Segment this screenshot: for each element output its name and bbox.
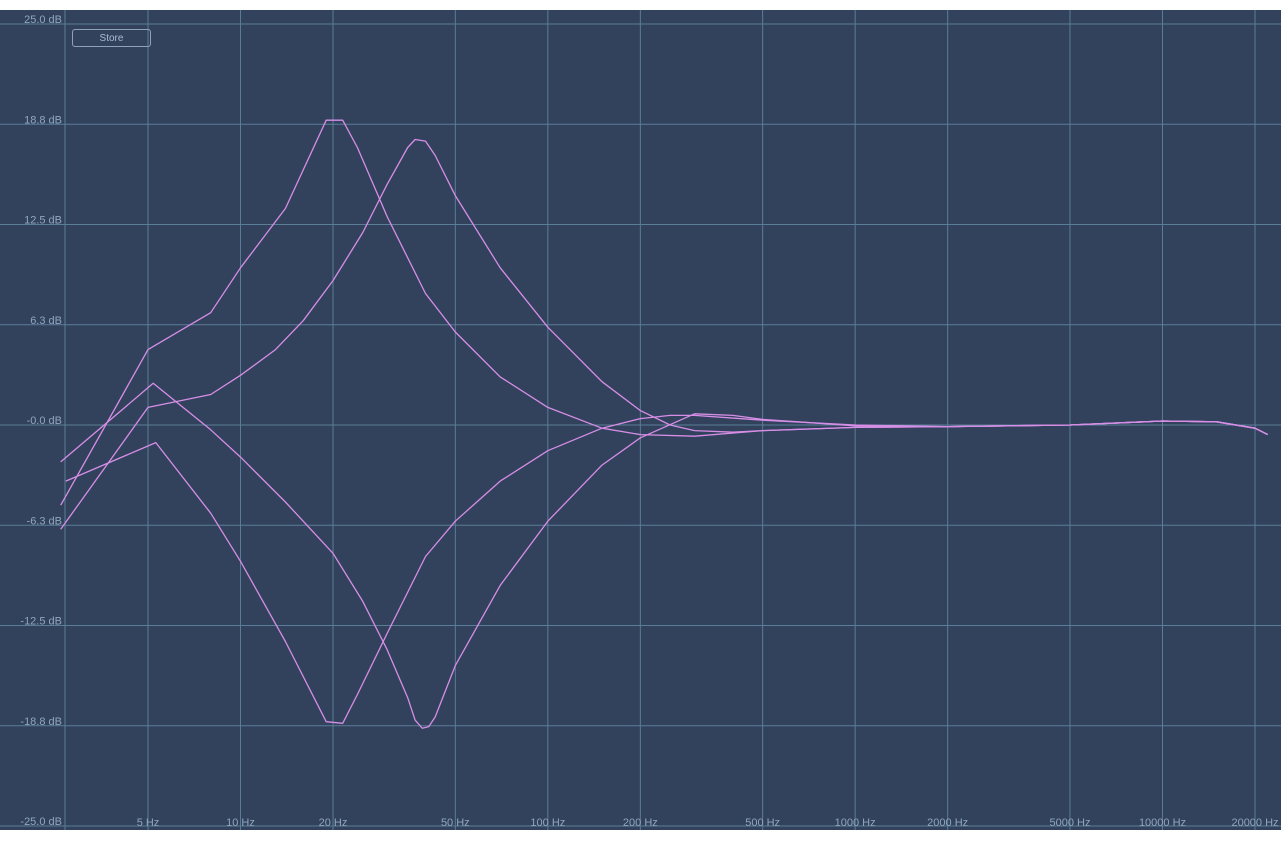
y-tick-label: 18.8 dB xyxy=(24,114,62,126)
x-tick-labels: 5 Hz 10 Hz 20 Hz 50 Hz 100 Hz 200 Hz 500 Hz 100… xyxy=(137,817,1279,829)
y-tick-label: -0.0 dB xyxy=(27,415,62,427)
x-tick-label: 2000 Hz xyxy=(927,817,968,829)
y-tick-label: 6.3 dB xyxy=(30,315,62,327)
y-tick-label: -18.8 dB xyxy=(20,716,62,728)
response-curve-1 xyxy=(60,119,1268,506)
x-tick-label: 1000 Hz xyxy=(835,817,876,829)
x-tick-label: 10 Hz xyxy=(226,817,255,829)
eq-response-chart: 25.0 dB 18.8 dB 12.5 dB 6.3 dB -0.0 dB -6.3 d… xyxy=(0,10,1281,830)
x-tick-label: 200 Hz xyxy=(623,817,658,829)
store-button[interactable]: Store xyxy=(72,29,151,47)
y-tick-label: 25.0 dB xyxy=(24,14,62,26)
bottom-strip xyxy=(0,830,1281,851)
y-tick-label: -6.3 dB xyxy=(27,515,62,527)
x-tick-label: 500 Hz xyxy=(745,817,780,829)
x-tick-label: 5000 Hz xyxy=(1049,817,1090,829)
x-tick-label: 100 Hz xyxy=(530,817,565,829)
y-tick-label: -25.0 dB xyxy=(20,816,62,828)
response-curve-2 xyxy=(60,138,1268,530)
x-tick-label: 5 Hz xyxy=(137,817,160,829)
response-curve-4 xyxy=(65,414,1268,724)
x-tick-label: 20000 Hz xyxy=(1231,817,1278,829)
x-tick-label: 10000 Hz xyxy=(1139,817,1186,829)
y-tick-label: 12.5 dB xyxy=(24,215,62,227)
x-tick-label: 50 Hz xyxy=(441,817,470,829)
x-tick-label: 20 Hz xyxy=(319,817,348,829)
grid-layer xyxy=(0,10,1281,830)
y-tick-label: -12.5 dB xyxy=(20,616,62,628)
y-tick-labels: 25.0 dB 18.8 dB 12.5 dB 6.3 dB -0.0 dB -6.3 d… xyxy=(20,14,62,828)
curve-layer xyxy=(60,119,1268,729)
